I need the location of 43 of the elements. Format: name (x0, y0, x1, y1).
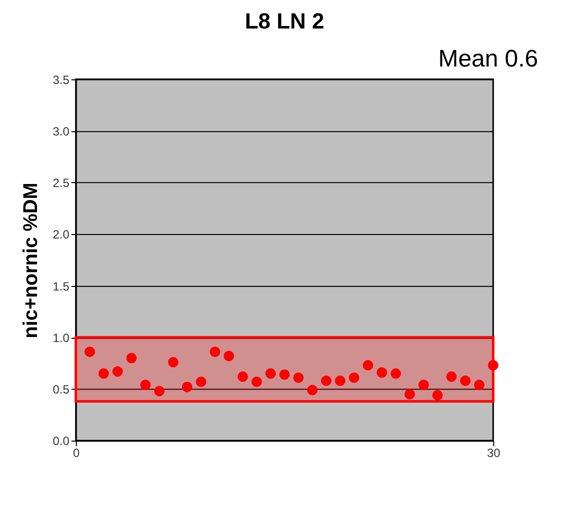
point (362, 360, 374, 371)
y-tick-label: 1.5 (52, 279, 70, 294)
y-tick-label: 2.0 (52, 228, 70, 242)
point (210, 346, 220, 358)
point (418, 380, 429, 390)
point (238, 371, 248, 382)
text: Mean 0.6 (438, 45, 538, 72)
point (474, 380, 484, 390)
point (196, 376, 206, 388)
y-tick-label: 2.5 (52, 176, 70, 190)
point (140, 380, 151, 390)
y-axis-title: nic+nornic %DM (20, 182, 42, 338)
chart-title: L8 LN 2 (244, 8, 324, 34)
point (279, 369, 290, 380)
point (404, 388, 415, 400)
point (446, 371, 457, 382)
point (293, 372, 304, 383)
point (182, 382, 192, 392)
point (112, 366, 123, 377)
point (126, 352, 137, 364)
y-tick-label: 3.5 (52, 72, 70, 87)
x-tick-label: 30 (486, 446, 501, 460)
point (321, 376, 332, 386)
point (432, 390, 443, 400)
point (376, 367, 388, 378)
y-tick-label: 0.5 (52, 382, 70, 397)
point (251, 376, 262, 388)
point (307, 384, 318, 396)
point (168, 356, 178, 368)
point (460, 376, 471, 386)
point (334, 376, 346, 386)
point (84, 346, 96, 358)
point (224, 350, 234, 362)
point (265, 368, 276, 379)
point (390, 368, 402, 379)
y-tick-label: 3.0 (52, 124, 70, 138)
x-tick-label: 0 (73, 446, 80, 460)
point (98, 368, 109, 379)
y-tick-label: 1.0 (52, 330, 70, 345)
y-tick-label: 0.0 (52, 434, 70, 448)
point (348, 372, 360, 383)
point (154, 386, 165, 396)
point (488, 360, 498, 371)
